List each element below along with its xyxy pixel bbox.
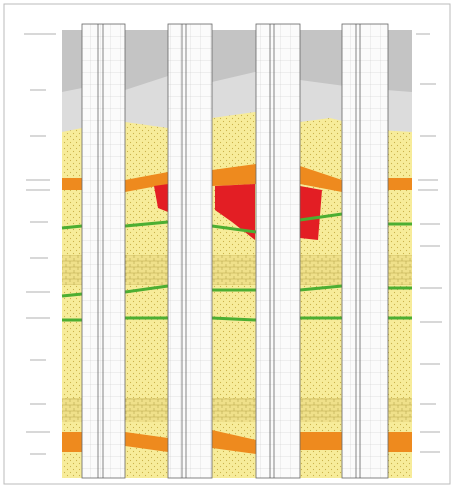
well-column: [81, 23, 126, 479]
depth-marks: [24, 33, 442, 455]
top-gray: [62, 30, 412, 92]
column-divider: [97, 24, 361, 478]
green-marker: [61, 201, 412, 322]
orange-band: [62, 164, 412, 192]
well-column: [167, 23, 213, 479]
well-column: [341, 23, 389, 479]
well-columns: [81, 23, 389, 479]
orange-band: [62, 430, 412, 454]
well-column: [255, 23, 301, 479]
red-body: [154, 184, 322, 240]
